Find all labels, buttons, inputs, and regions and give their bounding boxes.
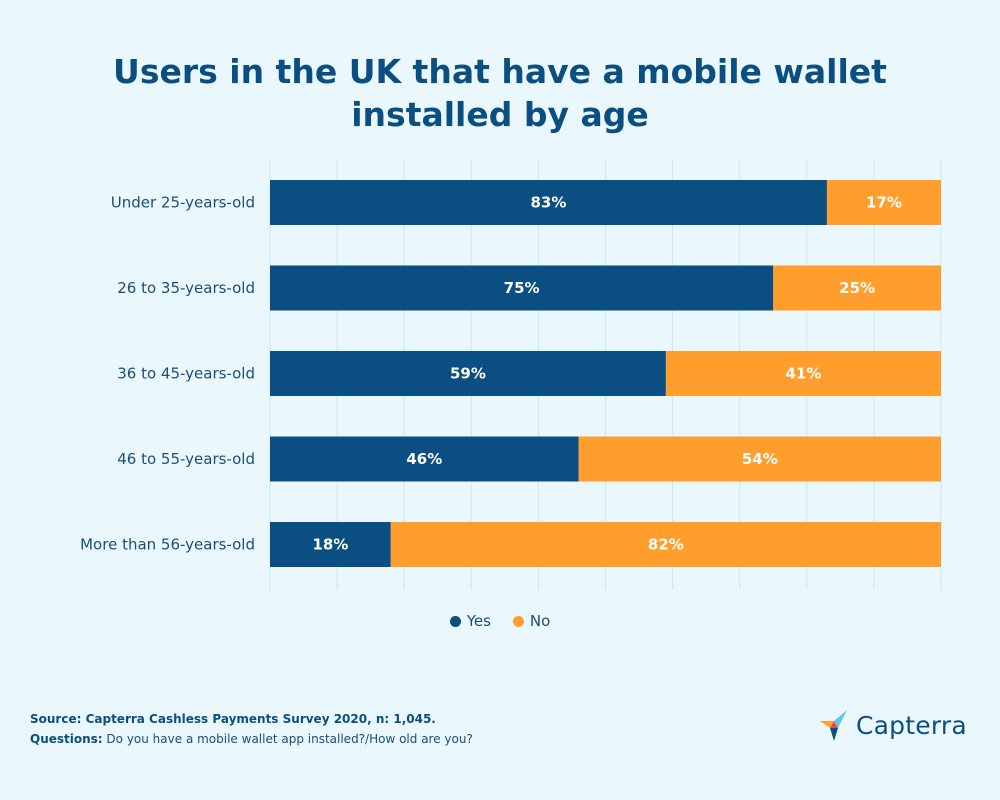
data-label: 83% xyxy=(531,194,567,212)
logo-wordmark: Capterra xyxy=(856,710,967,740)
data-label: 54% xyxy=(742,450,778,468)
legend-no-label: No xyxy=(529,612,551,630)
legend-item-yes: Yes xyxy=(449,612,491,630)
data-label: 59% xyxy=(450,365,486,383)
bar-no xyxy=(578,436,941,482)
legend-yes-label: Yes xyxy=(466,612,491,630)
bar-yes xyxy=(270,522,391,567)
legend-yes-dot-icon xyxy=(449,615,461,627)
data-label: 41% xyxy=(785,365,821,383)
legend-no-dot-icon xyxy=(512,615,524,627)
questions-text: Do you have a mobile wallet app installe… xyxy=(102,732,473,746)
capterra-logo: Capterra xyxy=(818,708,967,742)
source-note: Source: Capterra Cashless Payments Surve… xyxy=(30,709,473,729)
category-label: Under 25-years-old xyxy=(111,194,255,212)
bar-yes xyxy=(270,351,666,396)
capterra-arrow-icon xyxy=(820,710,847,741)
bar-yes xyxy=(270,436,579,482)
questions-note: Questions: Do you have a mobile wallet a… xyxy=(30,729,473,749)
data-label: 75% xyxy=(504,279,540,297)
data-label: 25% xyxy=(839,279,875,297)
legend: Yes No xyxy=(0,612,1000,630)
questions-label: Questions: xyxy=(30,732,103,746)
bar-no xyxy=(665,351,941,396)
source-text: Source: Capterra Cashless Payments Surve… xyxy=(30,712,436,726)
category-label: 46 to 55-years-old xyxy=(117,450,255,468)
category-label: 36 to 45-years-old xyxy=(117,365,255,383)
bar-no xyxy=(773,265,941,311)
category-label: 26 to 35-years-old xyxy=(117,279,255,297)
footer: Source: Capterra Cashless Payments Surve… xyxy=(30,709,473,749)
data-label: 17% xyxy=(866,194,902,212)
bars xyxy=(270,180,941,567)
labels: Under 25-years-old 83% 17% 26 to 35-years-o… xyxy=(80,194,902,554)
bar-no xyxy=(390,522,941,567)
chart-title: Users in the UK that have a mobile walle… xyxy=(113,52,887,134)
category-label: More than 56-years-old xyxy=(80,536,255,554)
data-label: 82% xyxy=(648,536,684,554)
bar-yes xyxy=(270,180,827,225)
bar-no xyxy=(826,180,941,225)
data-label: 18% xyxy=(312,536,348,554)
data-label: 46% xyxy=(406,450,442,468)
bar-yes xyxy=(270,265,774,311)
legend-item-no: No xyxy=(512,612,551,630)
